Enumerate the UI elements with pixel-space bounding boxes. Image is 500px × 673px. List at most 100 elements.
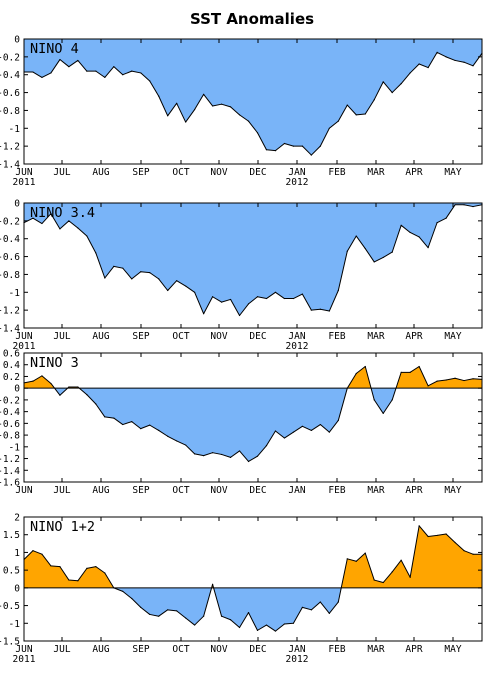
data-point (122, 268, 123, 269)
data-point (140, 607, 141, 608)
data-point (104, 277, 105, 278)
panel-name: NINO 4 (30, 41, 79, 57)
data-point (392, 92, 393, 93)
data-point (176, 610, 177, 611)
x-tick-label: MAY (444, 167, 461, 178)
y-tick-label: -0.4 (0, 407, 20, 418)
data-point (275, 430, 276, 431)
data-point (410, 72, 411, 73)
data-point (104, 77, 105, 78)
data-point (428, 536, 429, 537)
y-tick-label: -0.8 (0, 106, 20, 117)
x-tick-label: AUG (92, 331, 109, 342)
panel-2: 0.60.40.20-0.2-0.4-0.6-0.8-1-1.2-1.4-1.6… (0, 349, 483, 497)
data-point (257, 456, 258, 457)
y-tick-label: -0.2 (0, 395, 20, 406)
y-tick-label: 0 (14, 35, 20, 46)
y-tick-label: -1.2 (0, 142, 20, 153)
data-point (185, 285, 186, 286)
y-tick-label: 2 (14, 513, 20, 524)
data-point (86, 71, 87, 72)
data-point (356, 114, 357, 115)
data-point (293, 623, 294, 624)
data-point (59, 228, 60, 229)
data-point (311, 609, 312, 610)
y-tick-label: 0 (14, 199, 20, 210)
data-point (77, 227, 78, 228)
data-point (454, 542, 455, 543)
data-point (329, 310, 330, 311)
data-point (86, 235, 87, 236)
data-point (419, 525, 420, 526)
x-tick-label: NOV (210, 167, 227, 178)
data-point (410, 372, 411, 373)
data-point (329, 613, 330, 614)
data-point (338, 121, 339, 122)
data-point (239, 627, 240, 628)
data-point (284, 298, 285, 299)
year-label: 2012 (286, 341, 309, 352)
data-point (257, 630, 258, 631)
data-point (158, 430, 159, 431)
data-point (302, 607, 303, 608)
data-point (428, 247, 429, 248)
data-point (95, 566, 96, 567)
data-point (428, 67, 429, 68)
data-point (338, 420, 339, 421)
data-point (419, 236, 420, 237)
data-point (203, 455, 204, 456)
y-tick-label: -1 (9, 124, 21, 135)
data-point (77, 60, 78, 61)
data-point (356, 373, 357, 374)
data-point (383, 81, 384, 82)
data-point (194, 453, 195, 454)
data-point (113, 587, 114, 588)
data-point (185, 617, 186, 618)
x-tick-label: FEB (328, 331, 345, 342)
data-point (212, 452, 213, 453)
data-point (401, 560, 402, 561)
data-point (32, 71, 33, 72)
x-tick-label: JUN (15, 485, 32, 496)
data-point (86, 394, 87, 395)
data-point (158, 96, 159, 97)
x-tick-label: DEC (249, 485, 266, 496)
data-point (437, 222, 438, 223)
data-point (275, 292, 276, 293)
x-tick-label: AUG (92, 167, 109, 178)
panel-name: NINO 1+2 (30, 519, 95, 535)
data-point (104, 572, 105, 573)
data-point (122, 74, 123, 75)
data-point (437, 52, 438, 53)
data-point (149, 425, 150, 426)
y-tick-label: -0.6 (0, 252, 20, 263)
x-tick-label: SEP (132, 644, 149, 655)
year-label: 2011 (13, 177, 36, 188)
x-tick-label: DEC (249, 644, 266, 655)
data-point (320, 309, 321, 310)
data-point (257, 296, 258, 297)
x-tick-label: MAY (444, 331, 461, 342)
x-tick-label: SEP (132, 485, 149, 496)
data-point (445, 56, 446, 57)
data-point (158, 278, 159, 279)
data-point (176, 103, 177, 104)
x-tick-label: FEB (328, 167, 345, 178)
data-point (77, 580, 78, 581)
x-tick-label: APR (405, 644, 422, 655)
data-point (149, 80, 150, 81)
data-point (374, 99, 375, 100)
y-tick-label: -1.2 (0, 454, 20, 465)
data-point (445, 533, 446, 534)
y-tick-label: -1.2 (0, 306, 20, 317)
data-point (266, 149, 267, 150)
data-point (113, 66, 114, 67)
data-point (463, 380, 464, 381)
x-tick-label: MAR (367, 167, 384, 178)
x-tick-label: OCT (172, 644, 189, 655)
data-point (176, 280, 177, 281)
data-point (266, 445, 267, 446)
data-point (454, 60, 455, 61)
